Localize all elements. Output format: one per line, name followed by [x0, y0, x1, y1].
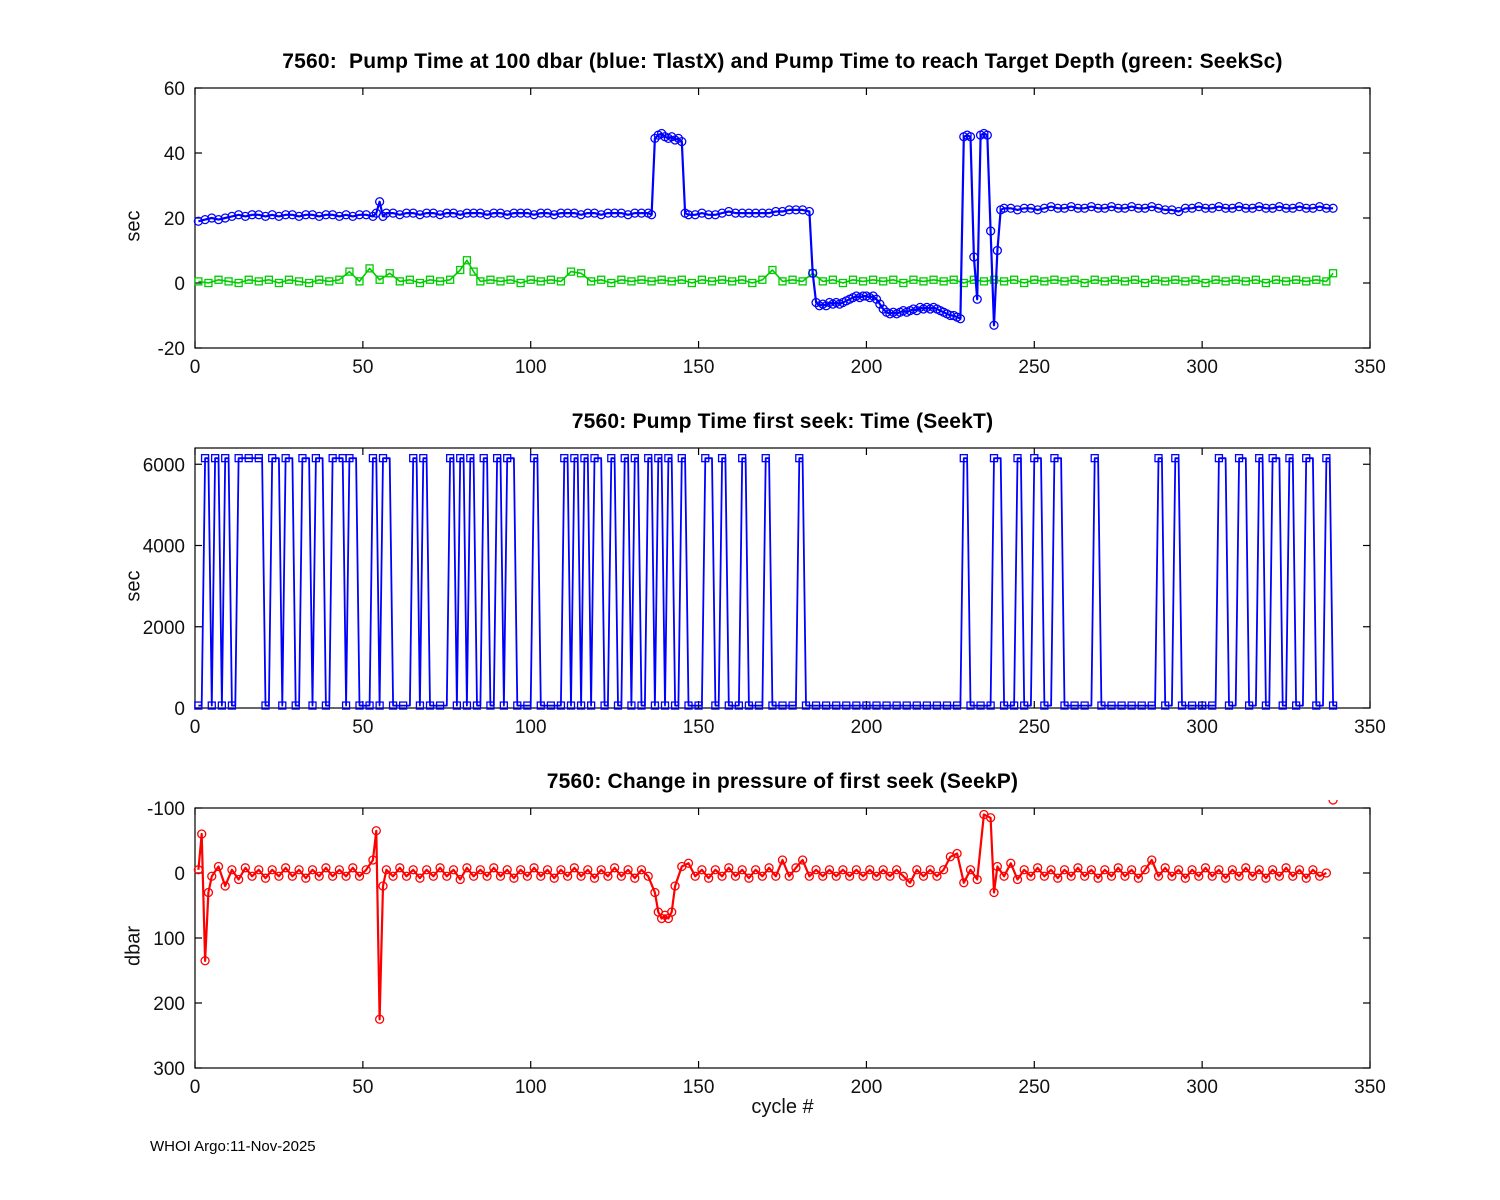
- svg-text:100: 100: [515, 357, 547, 378]
- chart-title-3: 7560: Change in pressure of first seek (…: [546, 770, 1019, 793]
- svg-text:-100: -100: [147, 800, 185, 820]
- svg-text:50: 50: [352, 1077, 373, 1098]
- svg-text:350: 350: [1354, 1077, 1386, 1098]
- svg-text:300: 300: [153, 1059, 185, 1080]
- svg-text:300: 300: [1186, 717, 1218, 738]
- svg-text:100: 100: [153, 929, 185, 950]
- y-axis-label-3: dbar: [122, 925, 145, 967]
- svg-text:4000: 4000: [143, 537, 185, 558]
- svg-text:50: 50: [352, 357, 373, 378]
- svg-text:150: 150: [683, 357, 715, 378]
- svg-text:250: 250: [1018, 717, 1050, 738]
- svg-text:300: 300: [1186, 357, 1218, 378]
- chart-canvas-2: 0 50 100 150 200 250 300 350 0 2000 4000 6000: [143, 447, 1386, 738]
- svg-text:20: 20: [164, 209, 185, 230]
- svg-text:200: 200: [851, 717, 883, 738]
- svg-text:0: 0: [190, 717, 201, 738]
- svg-text:40: 40: [164, 144, 185, 165]
- x-axis-label: cycle #: [751, 1096, 814, 1118]
- subplot-seek-time: 7560: Pump Time first seek: Time (SeekT)…: [120, 410, 1400, 744]
- y-axis-label-2: sec: [122, 570, 145, 602]
- footer-attribution: WHOI Argo:11-Nov-2025: [150, 1138, 316, 1155]
- svg-text:0: 0: [174, 864, 185, 885]
- svg-text:200: 200: [851, 357, 883, 378]
- svg-text:250: 250: [1018, 1077, 1050, 1098]
- svg-text:60: 60: [164, 80, 185, 100]
- subplot-seek-pressure: 7560: Change in pressure of first seek (…: [120, 770, 1400, 1104]
- svg-text:50: 50: [352, 717, 373, 738]
- chart-canvas-3: 0 50 100 150 200 250 300 350 -100 0 100 200 300: [147, 800, 1386, 1098]
- svg-text:100: 100: [515, 717, 547, 738]
- svg-text:350: 350: [1354, 357, 1386, 378]
- svg-text:200: 200: [153, 994, 185, 1015]
- svg-text:100: 100: [515, 1077, 547, 1098]
- svg-text:0: 0: [174, 699, 185, 720]
- svg-text:300: 300: [1186, 1077, 1218, 1098]
- y-axis-label-1: sec: [122, 210, 145, 242]
- subplot-pump-time-100dbar: 7560: Pump Time at 100 dbar (blue: Tlast…: [120, 50, 1400, 384]
- svg-text:2000: 2000: [143, 618, 185, 639]
- svg-text:-20: -20: [158, 339, 185, 360]
- chart-title-1: 7560: Pump Time at 100 dbar (blue: Tlast…: [282, 50, 1283, 73]
- svg-text:350: 350: [1354, 717, 1386, 738]
- svg-text:0: 0: [190, 1077, 201, 1098]
- svg-text:6000: 6000: [143, 455, 185, 476]
- svg-text:0: 0: [190, 357, 201, 378]
- svg-text:0: 0: [174, 274, 185, 295]
- svg-text:150: 150: [683, 717, 715, 738]
- chart-title-2: 7560: Pump Time first seek: Time (SeekT): [571, 410, 994, 433]
- svg-text:150: 150: [683, 1077, 715, 1098]
- svg-text:200: 200: [851, 1077, 883, 1098]
- svg-text:250: 250: [1018, 357, 1050, 378]
